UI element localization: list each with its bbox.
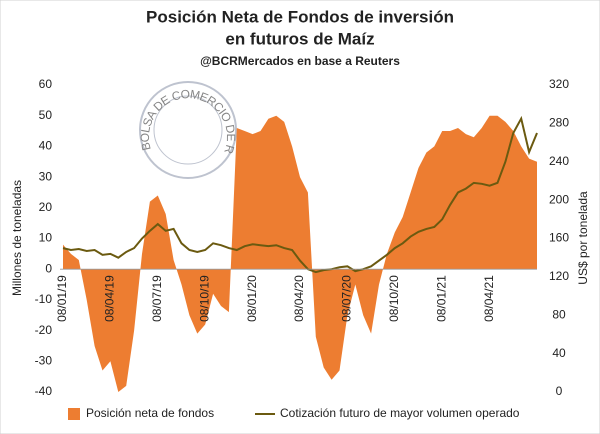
x-tick-label: 08/10/20: [387, 275, 401, 322]
area: [63, 115, 537, 392]
y2-tick-label: 40: [552, 346, 566, 360]
y-tick-label: 0: [45, 261, 52, 275]
legend-label: Posición neta de fondos: [86, 406, 214, 420]
x-tick-label: 08/01/21: [434, 275, 448, 322]
x-tick-label: 08/07/20: [340, 275, 354, 322]
y-tick-label: 10: [39, 231, 53, 245]
x-tick-label: 08/01/20: [245, 275, 259, 322]
logo-ring: [153, 95, 223, 165]
y2-tick-label: 120: [549, 269, 569, 283]
y-tick-label: -40: [35, 384, 53, 398]
y-tick-label: 30: [39, 169, 53, 183]
logo-ring: [139, 81, 237, 179]
y2-tick-label: 0: [556, 384, 563, 398]
y-tick-label: 50: [39, 108, 53, 122]
y-tick-label: -30: [35, 353, 53, 367]
plot-area: [62, 115, 538, 392]
legend-swatch: [68, 408, 80, 420]
x-tick-label: 08/04/19: [103, 275, 117, 322]
y2-tick-label: 80: [552, 307, 566, 321]
y-tick-label: 60: [39, 77, 53, 91]
y2-tick-label: 160: [549, 231, 569, 245]
line: [62, 115, 538, 274]
y2-tick-label: 280: [549, 116, 569, 130]
legend-label: Cotización futuro de mayor volumen opera…: [280, 406, 520, 420]
chart-title: Posición Neta de Fondos de inversión: [146, 7, 454, 26]
x-tick-label: 08/07/19: [150, 275, 164, 322]
y-tick-label: -10: [35, 292, 53, 306]
y-tick-label: -20: [35, 323, 53, 337]
y-tick-label: 20: [39, 200, 53, 214]
x-tick-label: 08/04/21: [482, 275, 496, 322]
y2-tick-label: 320: [549, 77, 569, 91]
chart-title: en futuros de Maíz: [225, 29, 374, 48]
x-tick-label: 08/10/19: [197, 275, 211, 322]
chart-subtitle: @BCRMercados en base a Reuters: [200, 54, 400, 68]
x-tick-label: 08/01/19: [55, 275, 69, 322]
y2-tick-label: 240: [549, 154, 569, 168]
y-tick-label: 40: [39, 139, 53, 153]
y2-tick-label: 200: [549, 192, 569, 206]
x-tick-label: 08/04/20: [292, 275, 306, 322]
y-axis-label: Millones de toneladas: [10, 180, 24, 296]
y2-axis-label: US$ por tonelada: [576, 191, 590, 285]
